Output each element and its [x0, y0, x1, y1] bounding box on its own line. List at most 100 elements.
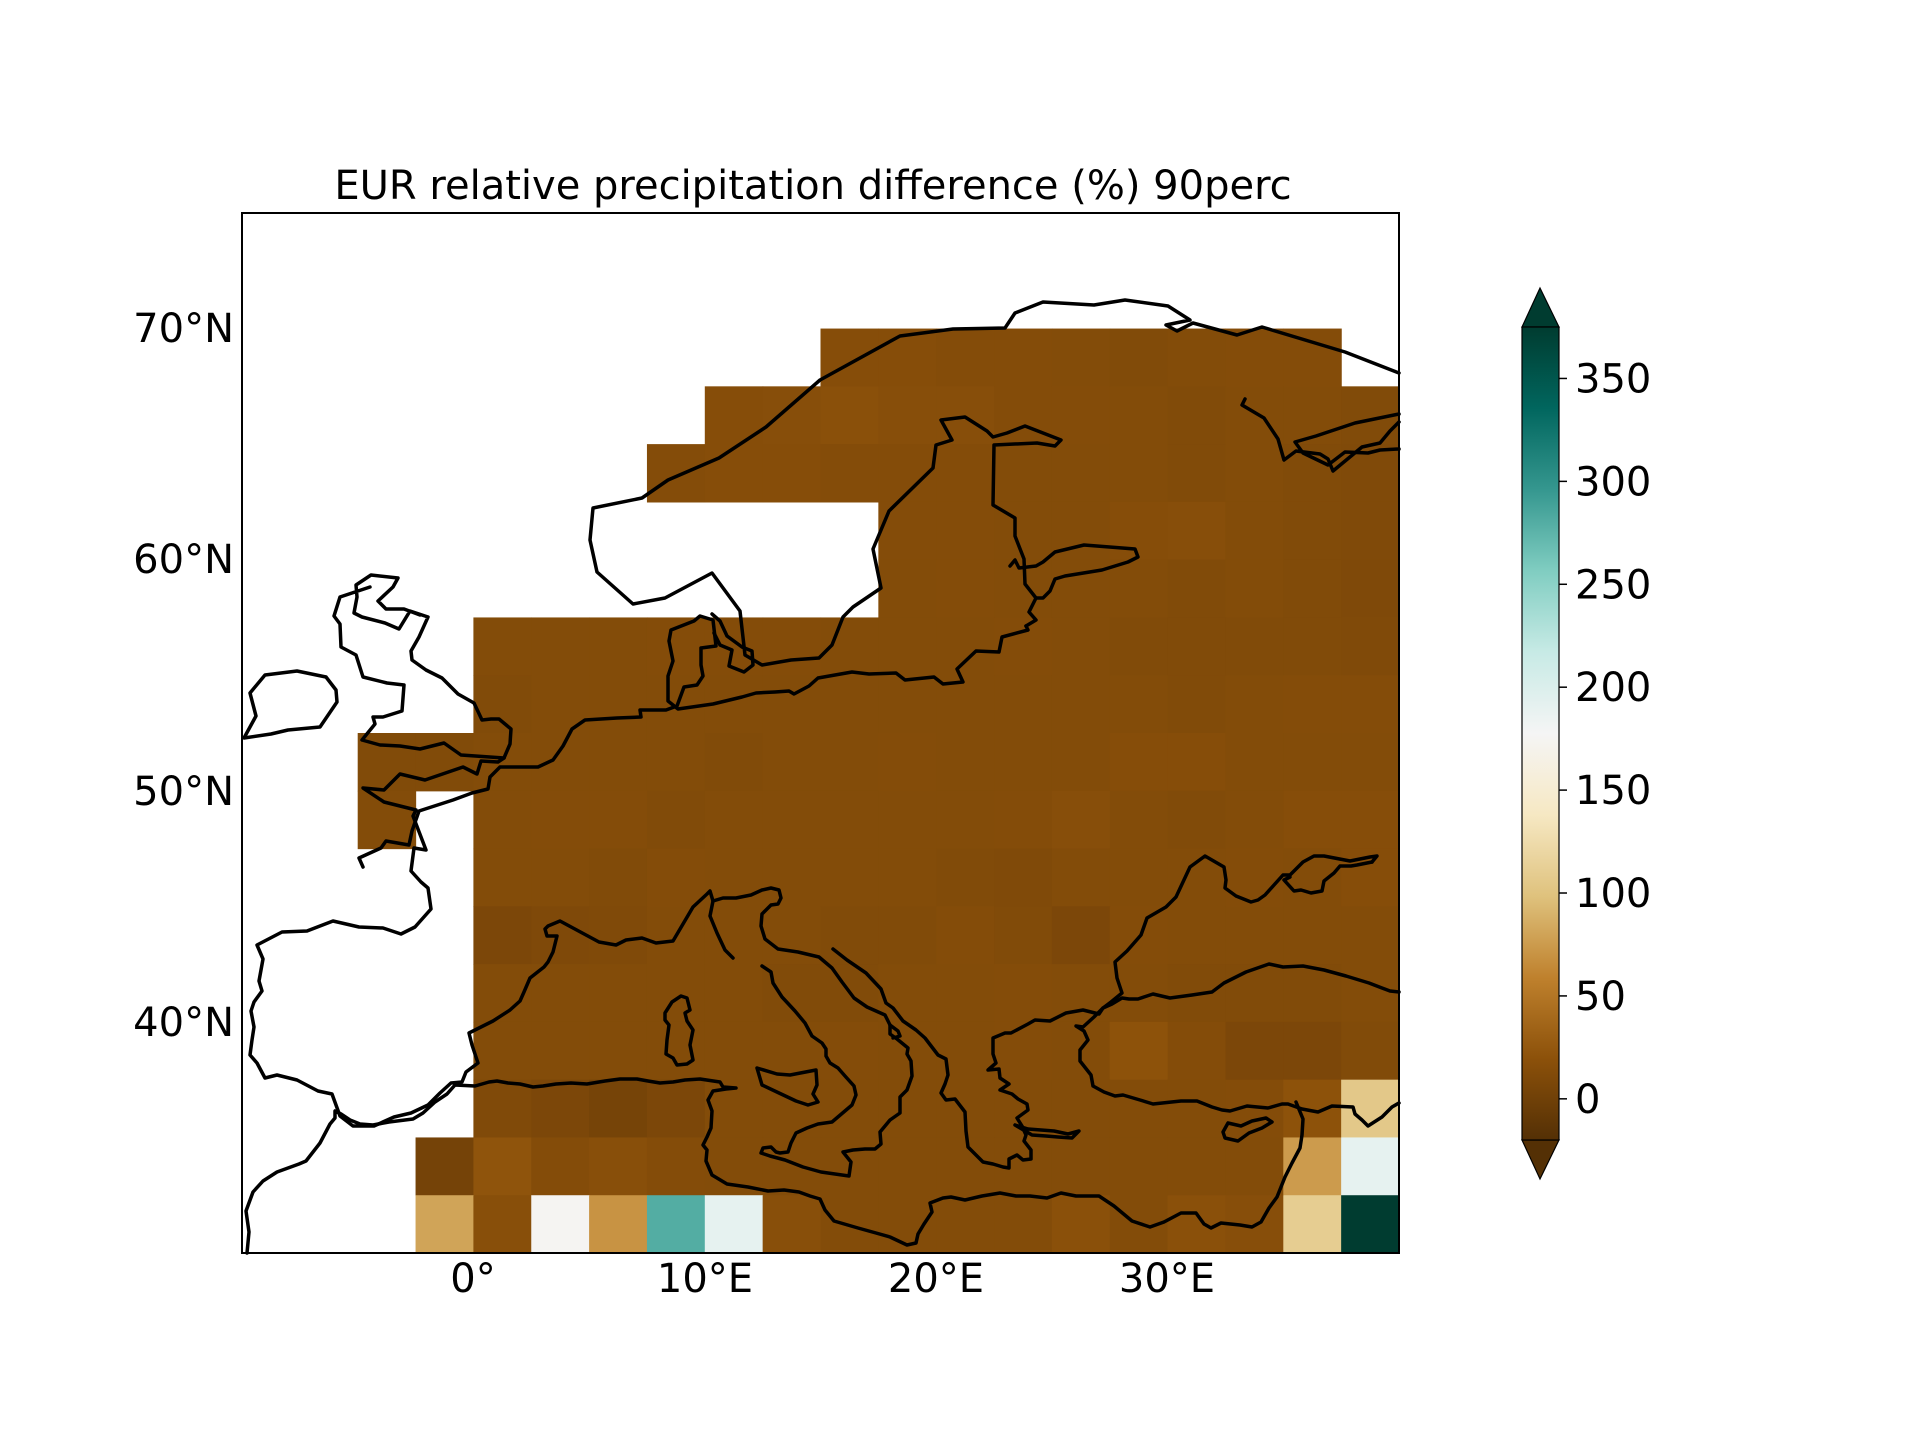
grid-cell — [1225, 617, 1284, 676]
grid-cell — [1341, 675, 1400, 734]
coastline-finland-gulf — [1008, 543, 1140, 600]
grid-cell — [1109, 501, 1169, 561]
grid-cell — [994, 906, 1053, 965]
y-tick-label: 50°N — [133, 769, 234, 815]
grid-cell — [1225, 1021, 1284, 1081]
colorbar-extend-min — [1521, 1139, 1560, 1181]
grid-cell — [878, 733, 937, 792]
coastline-denmark — [710, 612, 755, 674]
x-tick-label: 20°E — [888, 1256, 984, 1302]
grid-cell — [1341, 1137, 1400, 1196]
grid-cell — [820, 790, 879, 850]
grid-cell — [704, 906, 764, 965]
grid-cell — [762, 617, 822, 676]
grid-cell — [1167, 906, 1227, 965]
grid-cell — [878, 386, 937, 445]
grid-cell — [1167, 444, 1227, 503]
grid-cell — [820, 675, 879, 734]
grid-cell — [589, 964, 648, 1023]
coastline-sicily — [755, 1066, 820, 1107]
coastline-crete — [1013, 1123, 1081, 1140]
grid-cell — [762, 386, 822, 445]
grid-cell — [1051, 1137, 1111, 1196]
coastline-sardinia — [663, 994, 695, 1067]
grid-cell — [1167, 1021, 1227, 1081]
grid-cell — [1051, 1195, 1111, 1254]
grid-cell — [531, 1021, 590, 1081]
grid-cell — [646, 1079, 706, 1139]
grid-cell — [1225, 559, 1284, 619]
grid-cell — [1341, 1021, 1400, 1081]
grid-cell — [1051, 444, 1111, 503]
grid-cell — [473, 1021, 532, 1081]
grid-cell — [1341, 617, 1400, 676]
grid-cell — [936, 848, 995, 907]
grid-cell — [531, 964, 590, 1023]
coastline-cyprus — [1221, 1116, 1274, 1143]
grid-cell — [936, 1021, 995, 1081]
colorbar-tick-label: 0 — [1575, 1077, 1600, 1123]
colorbar-ticks: 0 50 100 150 200 250 300 350 — [1559, 356, 1651, 1123]
grid-cell — [1051, 1079, 1111, 1139]
grid-cell — [1051, 328, 1111, 387]
grid-cell — [704, 1195, 764, 1254]
grid-cell — [1109, 444, 1169, 503]
grid-cell — [1283, 790, 1342, 850]
grid-cell — [589, 906, 648, 965]
grid-cell — [1341, 559, 1400, 619]
colorbar-gradient — [1521, 326, 1560, 1141]
grid-cell — [1167, 675, 1227, 734]
grid-cell — [589, 1137, 648, 1196]
grid-cell — [531, 906, 590, 965]
colorbar-tick-label: 350 — [1575, 356, 1651, 402]
grid-cell — [1109, 675, 1169, 734]
grid-cell — [1167, 501, 1227, 561]
grid-cell — [936, 328, 995, 387]
colorbar-tick-label: 300 — [1575, 459, 1651, 505]
grid-cell — [646, 1137, 706, 1196]
colorbar-tick-label: 100 — [1575, 871, 1651, 917]
grid-cell — [646, 848, 706, 907]
grid-cell — [1167, 1137, 1227, 1196]
grid-cell — [1283, 386, 1342, 445]
grid-cell — [762, 1195, 822, 1254]
grid-cell — [531, 1079, 590, 1139]
grid-cell — [936, 1137, 995, 1196]
grid-cell — [994, 848, 1053, 907]
grid-cell — [704, 733, 764, 792]
grid-cell — [1225, 328, 1284, 387]
grid-cell — [936, 733, 995, 792]
coastline-italy-heel — [888, 1023, 902, 1040]
grid-cell — [1109, 559, 1169, 619]
grid-cell — [473, 617, 532, 676]
grid-cell — [878, 559, 937, 619]
colorbar-tick-label: 200 — [1575, 665, 1651, 711]
grid-cell — [704, 790, 764, 850]
grid-cell — [1109, 1021, 1169, 1081]
grid-cell — [936, 501, 995, 561]
grid-cell — [878, 675, 937, 734]
grid-cell — [1051, 733, 1111, 792]
coastline-turkey — [1074, 962, 1401, 1128]
grid-cell — [473, 848, 532, 907]
grid-cell — [531, 790, 590, 850]
grid-cell — [878, 906, 937, 965]
grid-cell — [1051, 790, 1111, 850]
grid-cell — [1167, 328, 1227, 387]
grid-cell — [1341, 964, 1400, 1023]
grid-cell — [704, 444, 764, 503]
grid-cell — [762, 444, 822, 503]
colorbar-tick-label: 50 — [1575, 974, 1626, 1020]
grid-cell — [1225, 444, 1284, 503]
grid-cell — [1283, 328, 1342, 387]
grid-cell — [878, 964, 937, 1023]
grid-cell — [1341, 1195, 1400, 1254]
grid-cell — [1109, 1079, 1169, 1139]
grid-cell — [1283, 1021, 1342, 1081]
grid-cell — [531, 1195, 590, 1254]
grid-cell — [1109, 848, 1169, 907]
grid-cell — [1283, 675, 1342, 734]
grid-cell — [878, 617, 937, 676]
grid-cell — [415, 1137, 474, 1196]
